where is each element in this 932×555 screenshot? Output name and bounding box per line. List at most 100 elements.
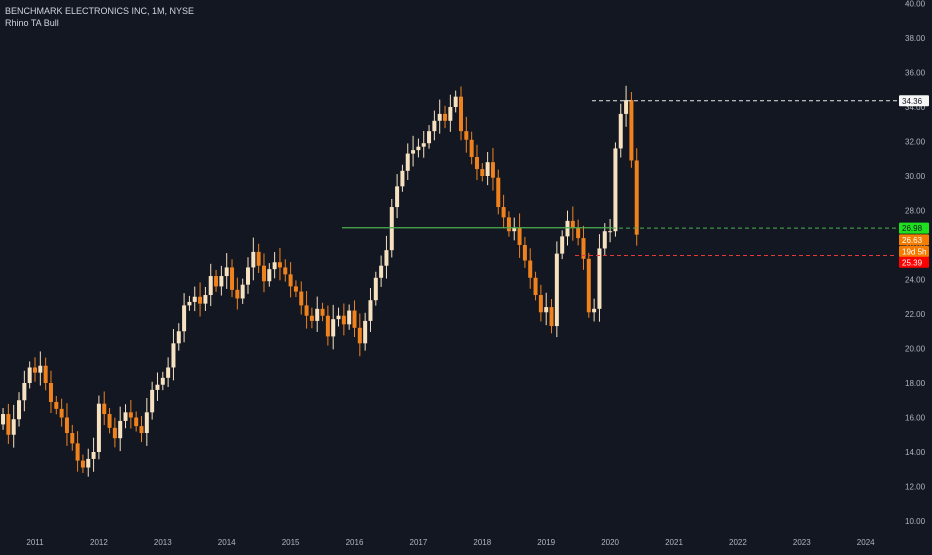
candle-body[interactable]	[474, 157, 479, 170]
candle-body[interactable]	[288, 274, 293, 287]
candle-body[interactable]	[240, 284, 245, 299]
candle-body[interactable]	[501, 207, 506, 218]
candle-body[interactable]	[560, 236, 565, 254]
candle-body[interactable]	[48, 383, 53, 402]
candle-body[interactable]	[123, 412, 128, 421]
candle-body[interactable]	[59, 408, 64, 418]
candle-body[interactable]	[70, 433, 75, 444]
candle-body[interactable]	[235, 289, 240, 299]
candle-body[interactable]	[75, 443, 80, 461]
candle-body[interactable]	[459, 96, 463, 132]
candle-body[interactable]	[86, 458, 91, 468]
candle-body[interactable]	[155, 384, 160, 390]
candle-body[interactable]	[192, 296, 197, 302]
candle-body[interactable]	[522, 245, 527, 261]
candle-body[interactable]	[203, 295, 208, 304]
candle-body[interactable]	[38, 365, 43, 373]
candle-body[interactable]	[6, 414, 11, 435]
candle-body[interactable]	[538, 295, 543, 313]
candle-body[interactable]	[416, 146, 421, 151]
candle-body[interactable]	[613, 148, 618, 232]
candle-body[interactable]	[293, 286, 298, 292]
candle-body[interactable]	[490, 162, 495, 178]
candle-body[interactable]	[230, 267, 235, 290]
candle-body[interactable]	[272, 262, 277, 270]
candle-body[interactable]	[395, 186, 400, 208]
candle-body[interactable]	[427, 131, 432, 144]
candle-body[interactable]	[320, 308, 325, 316]
candle-body[interactable]	[27, 367, 32, 383]
candle-body[interactable]	[597, 248, 602, 309]
candle-body[interactable]	[544, 307, 549, 313]
candle-body[interactable]	[496, 177, 501, 208]
candle-body[interactable]	[160, 377, 165, 385]
candle-body[interactable]	[150, 389, 155, 413]
candle-body[interactable]	[208, 276, 213, 296]
candle-body[interactable]	[581, 238, 586, 259]
candle-body[interactable]	[554, 253, 559, 327]
candle-body[interactable]	[64, 417, 69, 434]
candle-body[interactable]	[405, 153, 410, 171]
candle-body[interactable]	[134, 417, 139, 427]
candle-body[interactable]	[304, 305, 309, 316]
candle-body[interactable]	[464, 131, 469, 140]
candle-body[interactable]	[43, 365, 48, 383]
candle-body[interactable]	[17, 400, 22, 420]
candle-body[interactable]	[325, 315, 330, 337]
candle-body[interactable]	[565, 220, 570, 237]
candle-body[interactable]	[246, 267, 250, 285]
candle-body[interactable]	[139, 426, 144, 434]
candle-body[interactable]	[533, 277, 538, 296]
indicator-name[interactable]: Rhino TA Bull	[5, 18, 59, 28]
candle-body[interactable]	[570, 220, 575, 228]
candle-body[interactable]	[22, 383, 27, 401]
candle-body[interactable]	[469, 139, 474, 158]
candle-body[interactable]	[166, 367, 171, 378]
candle-body[interactable]	[586, 258, 591, 313]
candle-body[interactable]	[118, 420, 123, 439]
symbol-title[interactable]: BENCHMARK ELECTRONICS INC, 1M, NYSE	[5, 6, 195, 16]
candle-body[interactable]	[480, 169, 485, 176]
candle-body[interactable]	[400, 170, 405, 187]
candle-body[interactable]	[341, 315, 346, 325]
candle-body[interactable]	[368, 300, 373, 321]
candle-body[interactable]	[347, 310, 352, 325]
candle-body[interactable]	[411, 150, 416, 154]
candle-body[interactable]	[80, 460, 85, 468]
candle-body[interactable]	[352, 310, 357, 328]
candle-body[interactable]	[261, 265, 266, 282]
candle-body[interactable]	[336, 315, 341, 320]
candle-body[interactable]	[634, 160, 639, 235]
candle-body[interactable]	[299, 291, 304, 306]
candle-body[interactable]	[224, 267, 229, 277]
candle-body[interactable]	[517, 227, 522, 245]
candle-body[interactable]	[112, 427, 117, 439]
candle-body[interactable]	[384, 250, 389, 266]
candle-body[interactable]	[176, 331, 181, 344]
candle-body[interactable]	[33, 367, 37, 373]
candle-body[interactable]	[309, 315, 314, 321]
candle-body[interactable]	[512, 227, 517, 232]
candle-body[interactable]	[187, 301, 192, 306]
candle-body[interactable]	[453, 96, 458, 107]
candle-body[interactable]	[198, 296, 203, 304]
candle-body[interactable]	[421, 143, 426, 147]
candle-body[interactable]	[357, 327, 362, 344]
candle-body[interactable]	[267, 269, 272, 282]
candle-body[interactable]	[506, 217, 511, 232]
candle-body[interactable]	[91, 452, 96, 459]
candle-body[interactable]	[608, 231, 613, 233]
candle-body[interactable]	[528, 260, 533, 278]
candle-body[interactable]	[256, 251, 261, 266]
candle-body[interactable]	[592, 308, 597, 313]
candle-body[interactable]	[54, 401, 59, 409]
candle-body[interactable]	[629, 100, 634, 161]
candle-body[interactable]	[11, 419, 16, 435]
candle-body[interactable]	[363, 320, 368, 344]
candle-body[interactable]	[576, 227, 581, 239]
candle-body[interactable]	[618, 113, 623, 149]
candle-body[interactable]	[277, 262, 282, 268]
candle-body[interactable]	[437, 113, 442, 121]
